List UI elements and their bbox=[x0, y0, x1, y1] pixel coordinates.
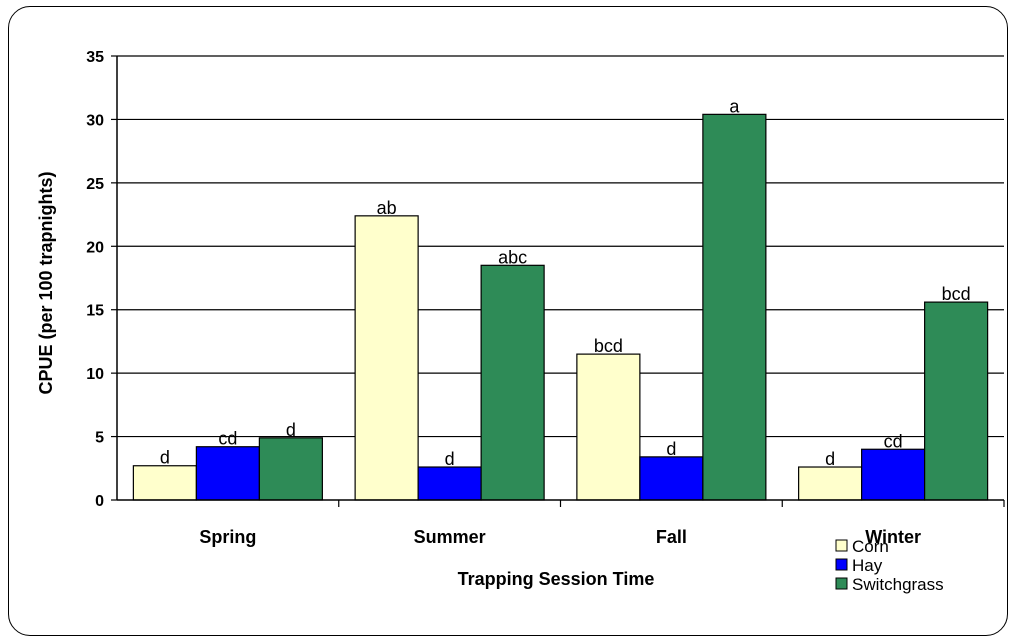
bar-corn-fall bbox=[576, 353, 641, 501]
bar-chart: d cd d ab d abc bcd d a d cd bcd 0 5 10 15 20 25 30 35 Spri… bbox=[36, 49, 1005, 594]
data-label: bcd bbox=[594, 336, 623, 356]
bar-switchgrass-spring bbox=[258, 437, 323, 501]
data-label: cd bbox=[218, 429, 237, 449]
y-tick-label: 20 bbox=[86, 239, 104, 256]
bar-hay-fall bbox=[639, 456, 704, 501]
y-tick-label: 35 bbox=[86, 49, 104, 66]
bar-switchgrass-winter bbox=[924, 301, 989, 501]
x-axis-title: Trapping Session Time bbox=[458, 569, 655, 589]
data-label: ab bbox=[377, 198, 397, 218]
bar-hay-winter bbox=[861, 448, 926, 501]
data-label: d bbox=[825, 449, 835, 469]
gridlines bbox=[117, 55, 1004, 438]
bar-switchgrass-summer bbox=[480, 264, 545, 501]
data-label: a bbox=[729, 96, 740, 116]
bar-hay-spring bbox=[195, 446, 260, 501]
legend-label: Switchgrass bbox=[852, 575, 944, 594]
legend-label: Corn bbox=[852, 537, 889, 556]
legend-swatch-switchgrass bbox=[835, 577, 848, 590]
x-category-label: Winter bbox=[865, 527, 921, 547]
y-tick-label: 30 bbox=[86, 112, 104, 129]
data-label: d bbox=[445, 449, 455, 469]
bars bbox=[132, 113, 989, 501]
bar-corn-winter bbox=[798, 466, 863, 501]
x-category-label: Spring bbox=[199, 527, 256, 547]
axes: 0 5 10 15 20 25 30 35 Spring Summer Fall Winter bbox=[86, 49, 1005, 547]
y-tick-label: 10 bbox=[86, 366, 104, 383]
legend-swatch-hay bbox=[835, 558, 848, 571]
x-category-label: Fall bbox=[656, 527, 687, 547]
bar-corn-summer bbox=[354, 215, 419, 501]
y-tick-label: 25 bbox=[86, 176, 104, 193]
legend-label: Hay bbox=[852, 556, 883, 575]
data-label: d bbox=[160, 448, 170, 468]
y-tick-label: 0 bbox=[95, 493, 104, 510]
data-label: bcd bbox=[942, 284, 971, 304]
y-tick-label: 5 bbox=[95, 430, 104, 447]
bar-corn-spring bbox=[132, 465, 197, 501]
bar-hay-summer bbox=[417, 466, 482, 501]
legend-swatch-corn bbox=[835, 539, 848, 552]
data-label: cd bbox=[884, 431, 903, 451]
x-category-label: Summer bbox=[414, 527, 486, 547]
data-labels: d cd d ab d abc bcd d a d cd bcd bbox=[160, 96, 971, 469]
data-label: d bbox=[286, 420, 296, 440]
data-label: abc bbox=[498, 247, 527, 267]
y-tick-label: 15 bbox=[86, 303, 104, 320]
bar-switchgrass-fall bbox=[702, 113, 767, 501]
data-label: d bbox=[666, 439, 676, 459]
y-axis-title: CPUE (per 100 trapnights) bbox=[36, 171, 56, 394]
